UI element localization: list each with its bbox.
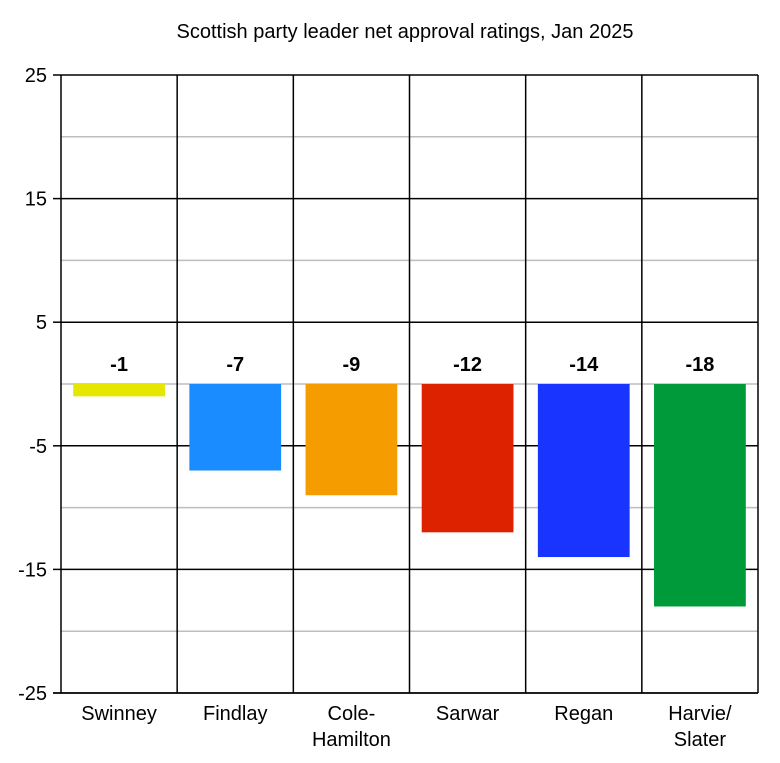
category-label: Regan bbox=[554, 703, 613, 725]
bar-layer bbox=[73, 384, 746, 607]
category-label: Harvie/ bbox=[668, 703, 732, 725]
y-tick-label: 15 bbox=[25, 189, 47, 211]
y-tick-label: -5 bbox=[29, 436, 47, 458]
y-tick-label: -15 bbox=[18, 559, 47, 581]
bar bbox=[654, 384, 746, 607]
category-label: Hamilton bbox=[312, 729, 391, 751]
data-label: -9 bbox=[343, 354, 361, 376]
category-label: Findlay bbox=[203, 703, 267, 725]
label-layer: 25 15 5 -5 -15 -25 -1 Swinney -7 Findlay -9 Cole- Ha… bbox=[18, 65, 732, 751]
frame-layer bbox=[53, 74, 759, 694]
category-label: Sarwar bbox=[436, 703, 500, 725]
category-label: Slater bbox=[674, 729, 727, 751]
chart-title: Scottish party leader net approval ratin… bbox=[177, 21, 634, 43]
bar bbox=[421, 384, 514, 533]
bar bbox=[189, 384, 282, 471]
category-label: Cole- bbox=[328, 703, 376, 725]
category-label: Swinney bbox=[81, 703, 157, 725]
bar bbox=[73, 384, 165, 397]
data-label: -12 bbox=[453, 354, 482, 376]
data-label: -7 bbox=[226, 354, 244, 376]
data-label: -18 bbox=[685, 354, 714, 376]
bar bbox=[537, 384, 630, 558]
data-label: -14 bbox=[569, 354, 599, 376]
bar bbox=[305, 384, 398, 496]
y-tick-label: -25 bbox=[18, 683, 47, 705]
y-tick-label: 5 bbox=[36, 312, 47, 334]
data-label: -1 bbox=[110, 354, 128, 376]
y-tick-label: 25 bbox=[25, 65, 47, 87]
